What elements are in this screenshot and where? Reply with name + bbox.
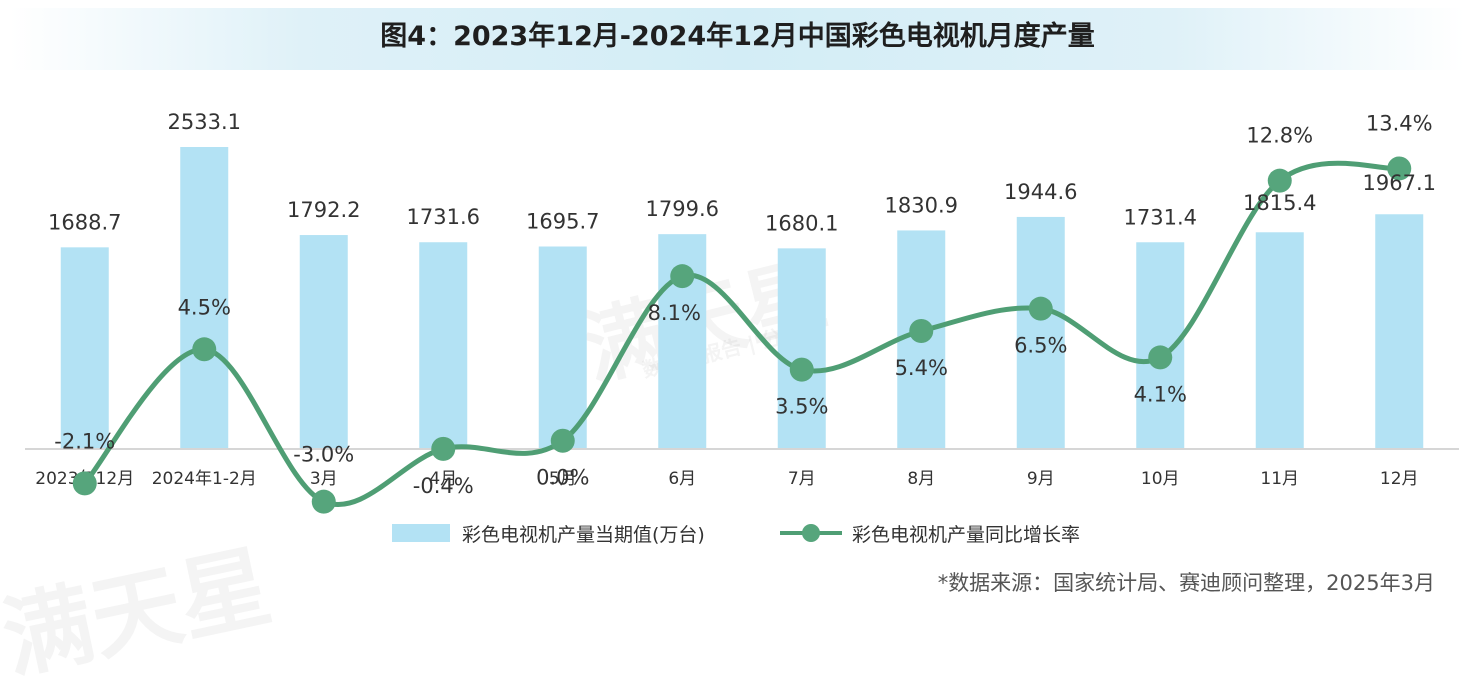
- growth-marker: [1387, 156, 1412, 181]
- bar-value-label: 1815.4: [1243, 191, 1316, 215]
- bar-value-label: 1680.1: [765, 211, 838, 235]
- bar: [419, 242, 468, 448]
- growth-value-label: 13.4%: [1366, 111, 1433, 135]
- growth-marker: [311, 489, 336, 514]
- growth-marker: [72, 471, 97, 496]
- bar-value-label: 1688.7: [48, 210, 121, 234]
- growth-marker: [431, 436, 456, 461]
- x-tick-label: 12月: [1380, 469, 1419, 489]
- bar: [180, 147, 229, 448]
- growth-value-label: -3.0%: [293, 443, 354, 467]
- growth-marker: [1148, 345, 1173, 370]
- growth-value-label: 12.8%: [1246, 124, 1313, 148]
- title-banner: [10, 8, 1465, 70]
- bar-value-label: 1944.6: [1004, 180, 1077, 204]
- x-tick-label: 6月: [668, 469, 696, 489]
- bar: [1255, 232, 1304, 448]
- growth-value-label: 4.5%: [178, 295, 231, 319]
- bar: [538, 246, 587, 448]
- bar-value-label: 1792.2: [287, 198, 360, 222]
- source-note: *数据来源：国家统计局、赛迪顾问整理，2025年3月: [937, 571, 1435, 595]
- bar: [60, 247, 109, 448]
- growth-value-label: 3.5%: [775, 395, 828, 419]
- x-tick-label: 10月: [1141, 469, 1180, 489]
- growth-marker: [550, 428, 575, 453]
- x-tick-label: 9月: [1027, 469, 1055, 489]
- legend: 彩色电视机产量当期值(万台) 彩色电视机产量同比增长率: [0, 518, 1475, 548]
- x-tick-label: 4月: [429, 469, 457, 489]
- chart-svg: 2023年12月2024年1-2月3月4月5月6月7月8月9月10月11月12月…: [25, 110, 1459, 514]
- x-tick-label: 7月: [788, 469, 816, 489]
- legend-label-line: 彩色电视机产量同比增长率: [852, 523, 1081, 546]
- legend-swatch-bar: [392, 524, 450, 542]
- bar-value-label: 1799.6: [646, 197, 719, 221]
- x-tick-label: 5月: [549, 469, 577, 489]
- bar-value-label: 1695.7: [526, 210, 599, 234]
- growth-value-label: 4.1%: [1134, 382, 1187, 406]
- bar-value-label: 1830.9: [885, 193, 958, 217]
- growth-value-label: 6.5%: [1014, 334, 1067, 358]
- legend-label-bar: 彩色电视机产量当期值(万台): [462, 523, 705, 546]
- bar: [1375, 214, 1424, 448]
- bar-value-label: 1731.6: [407, 205, 480, 229]
- chart-title: 图4：2023年12月-2024年12月中国彩色电视机月度产量: [380, 21, 1095, 52]
- bar: [1016, 216, 1065, 448]
- growth-value-label: 5.4%: [895, 356, 948, 380]
- bar-value-label: 1967.1: [1363, 171, 1436, 195]
- legend-item-bar: 彩色电视机产量当期值(万台): [392, 518, 705, 548]
- bar-value-label: 2533.1: [168, 110, 241, 134]
- bar: [299, 235, 348, 448]
- growth-line: [82, 160, 1402, 507]
- x-tick-label: 8月: [907, 469, 935, 489]
- growth-marker: [1267, 168, 1292, 193]
- growth-marker: [909, 319, 934, 344]
- growth-marker: [192, 337, 217, 362]
- x-tick-label: 11月: [1260, 469, 1299, 489]
- legend-swatch-line: [780, 524, 842, 542]
- growth-value-label: -2.1%: [54, 429, 115, 453]
- growth-marker: [1028, 296, 1053, 321]
- x-tick-label: 3月: [310, 469, 338, 489]
- growth-value-label: -0.4%: [413, 474, 474, 498]
- x-tick-label: 2024年1-2月: [152, 469, 257, 489]
- growth-marker: [670, 264, 695, 289]
- growth-marker: [789, 357, 814, 382]
- legend-item-line: 彩色电视机产量同比增长率: [780, 518, 1080, 548]
- bar: [777, 248, 826, 448]
- bar-value-label: 1731.4: [1124, 205, 1197, 229]
- growth-value-label: 0.0%: [536, 466, 589, 490]
- growth-value-label: 8.1%: [648, 301, 701, 325]
